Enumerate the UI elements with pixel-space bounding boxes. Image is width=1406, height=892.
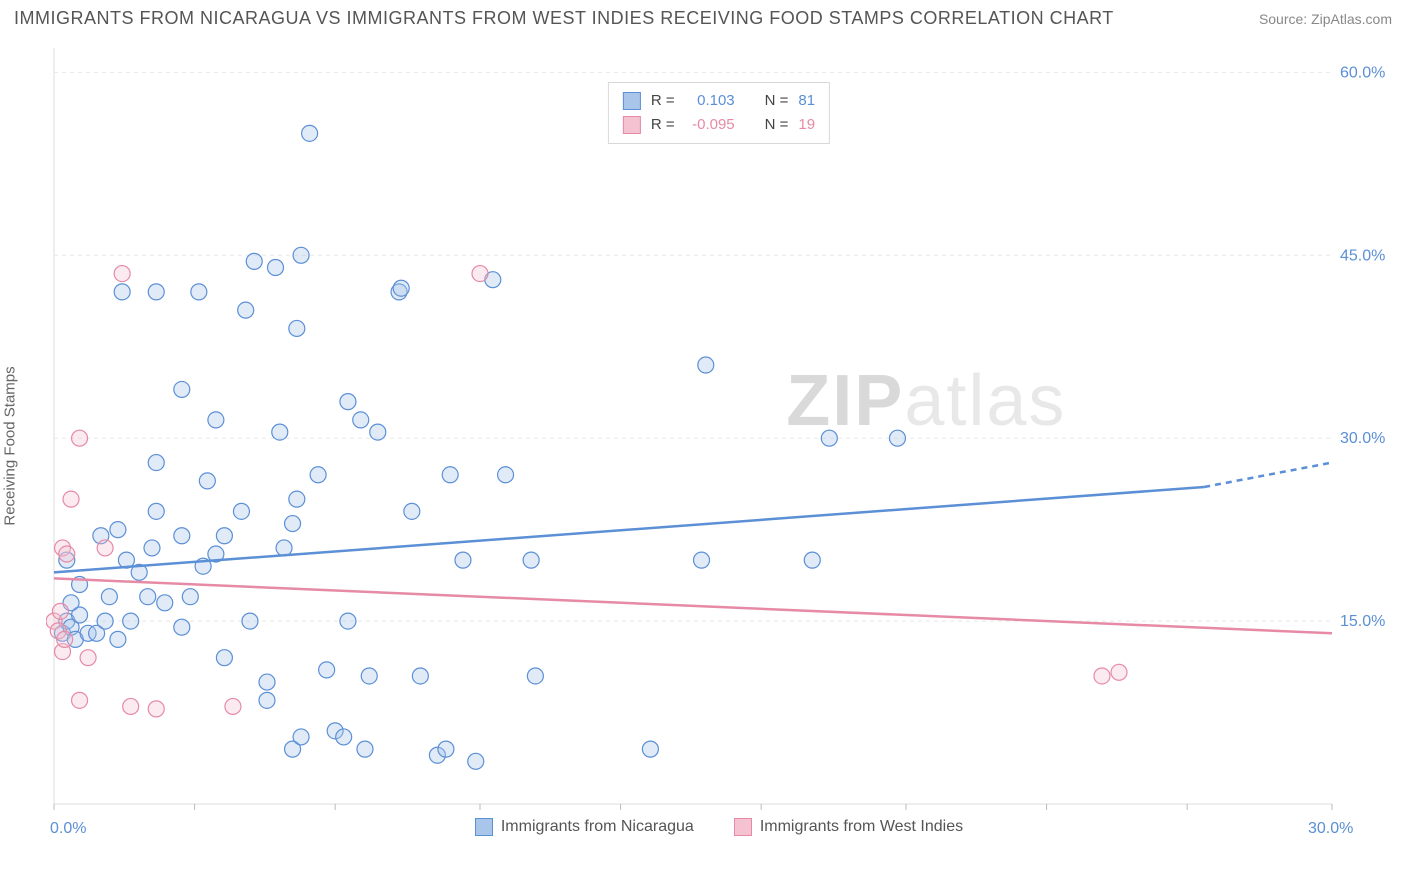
legend-row-series-1: R = -0.095 N = 19 [623,113,815,137]
plot-area: 15.0%30.0%45.0%60.0% ZIPatlas R = 0.103 … [46,40,1392,840]
chart-title: IMMIGRANTS FROM NICARAGUA VS IMMIGRANTS … [14,8,1114,29]
r-label: R = [651,113,675,137]
legend-swatch-bottom-0 [475,818,493,836]
source-name: ZipAtlas.com [1311,11,1392,27]
source-attribution: Source: ZipAtlas.com [1259,11,1392,27]
n-label: N = [765,89,789,113]
series-name-1: Immigrants from West Indies [760,818,963,836]
scatter-plot-svg: 15.0% 30.0% 45.0% 60.0% [46,40,1392,840]
legend-swatch-1 [623,116,641,134]
svg-text:30.0%: 30.0% [1340,430,1385,447]
svg-text:60.0%: 60.0% [1340,64,1385,81]
svg-text:15.0%: 15.0% [1340,613,1385,630]
legend-correlation-box: R = 0.103 N = 81 R = -0.095 N = 19 [608,82,830,144]
legend-swatch-0 [623,92,641,110]
y-axis-label: Receiving Food Stamps [2,366,19,525]
series-name-0: Immigrants from Nicaragua [501,818,694,836]
n-value-0: 81 [798,89,815,113]
legend-series-names: Immigrants from Nicaragua Immigrants fro… [46,818,1392,836]
n-value-1: 19 [798,113,815,137]
r-value-0: 0.103 [685,89,735,113]
source-prefix: Source: [1259,11,1311,27]
svg-text:45.0%: 45.0% [1340,247,1385,264]
legend-item-1: Immigrants from West Indies [734,818,963,836]
legend-row-series-0: R = 0.103 N = 81 [623,89,815,113]
r-label: R = [651,89,675,113]
title-bar: IMMIGRANTS FROM NICARAGUA VS IMMIGRANTS … [0,0,1406,33]
legend-item-0: Immigrants from Nicaragua [475,818,694,836]
legend-swatch-bottom-1 [734,818,752,836]
r-value-1: -0.095 [685,113,735,137]
n-label: N = [765,113,789,137]
